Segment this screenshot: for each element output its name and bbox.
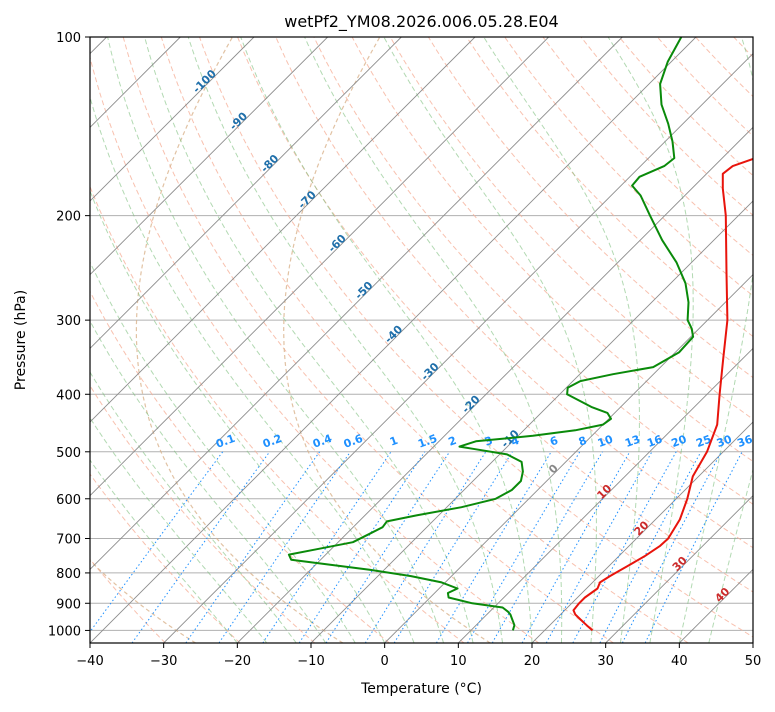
moist-adiabat [0, 37, 237, 643]
isotherm-line [0, 37, 401, 643]
mixing-ratio-label: 16 [645, 432, 664, 450]
isotherm-label: 40 [712, 585, 732, 605]
isotherm-label: 30 [670, 554, 690, 574]
isotherm-line [311, 37, 775, 643]
dry-adiabat [0, 37, 240, 643]
isotherm-line [164, 37, 770, 643]
dry-adiabat [0, 37, 315, 643]
isotherm-label: -30 [418, 360, 441, 383]
mixing-ratio-label: 2 [447, 434, 459, 449]
y-tick-label: 400 [56, 388, 81, 403]
dry-adiabat [85, 37, 539, 643]
isotherm-label: -70 [296, 188, 319, 211]
y-tick-label: 300 [56, 314, 81, 329]
y-tick-label: 1000 [48, 624, 81, 639]
x-tick-label: 0 [381, 654, 389, 669]
isotherm-line [237, 37, 775, 643]
mixing-ratio-label: 0.4 [311, 432, 334, 451]
isotherm-line [753, 37, 775, 643]
mixing-ratio-label: 30 [715, 432, 734, 450]
x-tick-label: 20 [524, 654, 541, 669]
y-tick-label: 800 [56, 567, 81, 582]
x-axis-ticks: −40 −30 −20 −10 0 10 20 30 40 50 [76, 643, 761, 669]
y-tick-label: 200 [56, 210, 81, 225]
dewpoint-line [289, 37, 693, 630]
mixing-ratio-label: 0.6 [342, 432, 365, 451]
y-tick-label: 100 [56, 31, 81, 46]
mixing-ratio-line [365, 452, 486, 643]
mixing-ratio-label: 0.1 [214, 432, 237, 451]
isotherm-line [679, 37, 775, 643]
chart-title: wetPf2_YM08.2026.006.05.28.E04 [284, 12, 558, 32]
dry-adiabat [352, 37, 775, 643]
mixing-ratio-label: 10 [596, 432, 615, 450]
isotherm-label: -80 [258, 152, 281, 175]
y-tick-label: 900 [56, 597, 81, 612]
dry-adiabat [390, 37, 775, 643]
x-tick-label: −40 [76, 654, 103, 669]
isotherm-label: -100 [190, 67, 219, 96]
dry-adiabat [505, 37, 775, 643]
isotherm-line [385, 37, 775, 643]
mixing-ratio-lines [82, 452, 742, 643]
moist-adiabat [0, 37, 267, 643]
isotherm-line [458, 37, 775, 643]
mixing-ratio-label: 0.2 [261, 432, 284, 451]
x-tick-label: −30 [150, 654, 177, 669]
isotherm-line [0, 37, 254, 643]
dry-adiabat [657, 37, 775, 643]
dry-adiabat [276, 37, 775, 643]
mixing-ratio-label: 8 [577, 434, 589, 449]
isotherm-label: -50 [352, 279, 375, 302]
y-axis-label: Pressure (hPa) [13, 290, 29, 390]
temperature-line [574, 37, 775, 630]
y-tick-label: 700 [56, 533, 81, 548]
mixing-ratio-label: 1 [388, 434, 400, 449]
dry-adiabat [734, 37, 775, 643]
x-tick-label: 40 [671, 654, 688, 669]
mixing-ratio-line [299, 452, 425, 643]
y-tick-label: 500 [56, 446, 81, 461]
mixing-ratio-label: 6 [548, 434, 560, 449]
mixing-ratio-line [326, 452, 450, 643]
x-tick-label: 10 [450, 654, 467, 669]
x-tick-label: −20 [224, 654, 251, 669]
dry-adiabat [467, 37, 775, 643]
mixing-ratio-label: 20 [670, 432, 689, 450]
plot-area: -100-90-80-70-60-50-40-30-20-10010203040… [0, 37, 775, 643]
x-tick-label: −10 [297, 654, 324, 669]
isotherm-line [0, 37, 328, 643]
mixing-ratio-label: 36 [735, 432, 754, 450]
dry-adiabat [238, 37, 775, 643]
moist-adiabat [76, 37, 414, 643]
y-axis-ticks: 1000 900 800 700 600 500 400 300 200 100 [48, 31, 90, 639]
pressure-gridlines [90, 37, 753, 630]
dry-adiabat [9, 37, 390, 643]
isotherm-line [16, 37, 622, 643]
isotherm-label: -60 [326, 232, 349, 255]
moist-adiabat [709, 37, 775, 643]
dry-adiabat [581, 37, 775, 643]
moist-adiabat [145, 37, 474, 643]
moist-adiabat [484, 37, 640, 643]
dry-adiabat [696, 37, 775, 643]
x-axis-label: Temperature (°C) [360, 681, 482, 697]
dry-adiabat [428, 37, 775, 643]
x-tick-label: 30 [597, 654, 614, 669]
moist-adiabat [305, 37, 562, 643]
y-tick-label: 600 [56, 493, 81, 508]
x-tick-label: 50 [745, 654, 762, 669]
